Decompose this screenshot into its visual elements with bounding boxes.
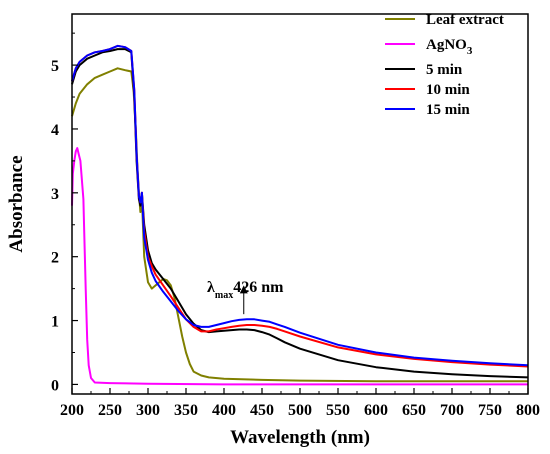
x-tick-label: 600 [364,402,388,419]
x-tick-label: 300 [136,402,160,419]
annotation-value: 426 nm [233,279,284,296]
x-tick-label: 800 [516,402,540,419]
series-line-2 [71,48,529,379]
series-line-4 [71,44,529,367]
y-tick-label: 3 [51,186,59,203]
legend-label-subscript: 3 [467,45,473,57]
series-line-0 [71,67,528,383]
x-tick-label: 650 [402,402,426,419]
legend-label-2: 5 min [426,62,463,78]
series-layer [71,44,529,386]
legend-label-0: Leaf extract [426,12,504,28]
y-tick-label: 4 [51,122,59,139]
x-tick-label: 550 [326,402,350,419]
annotation-subscript: max [215,290,233,301]
legend-label-1: AgNO3 [426,37,473,57]
x-tick-label: 250 [98,402,122,419]
y-tick-label: 0 [51,377,59,394]
ticks-layer: 200 250 300 350 400 450 500 550 600 650 700 750 800 0… [51,32,540,419]
annotation-arrow-head [239,285,248,294]
legend: Leaf extract AgNO3 5 min 10 min 15 min [385,12,504,118]
x-axis-label: Wavelength (nm) [230,427,370,448]
y-axis-label: Absorbance [6,155,27,252]
x-tick-label: 450 [250,402,274,419]
x-tick-label: 400 [212,402,236,419]
x-tick-label: 350 [174,402,198,419]
annotation-lambda: λ [207,279,215,296]
y-tick-label: 5 [51,58,59,75]
x-tick-label: 200 [60,402,84,419]
y-tick-label: 2 [51,250,59,267]
x-tick-label: 750 [478,402,502,419]
x-tick-label: 700 [440,402,464,419]
peak-annotation: λmax426 nm [207,279,284,315]
series-line-1 [71,147,528,386]
legend-label-3: 10 min [426,82,470,98]
x-tick-label: 500 [288,402,312,419]
y-tick-label: 1 [51,314,59,331]
legend-label-4: 15 min [426,102,470,118]
